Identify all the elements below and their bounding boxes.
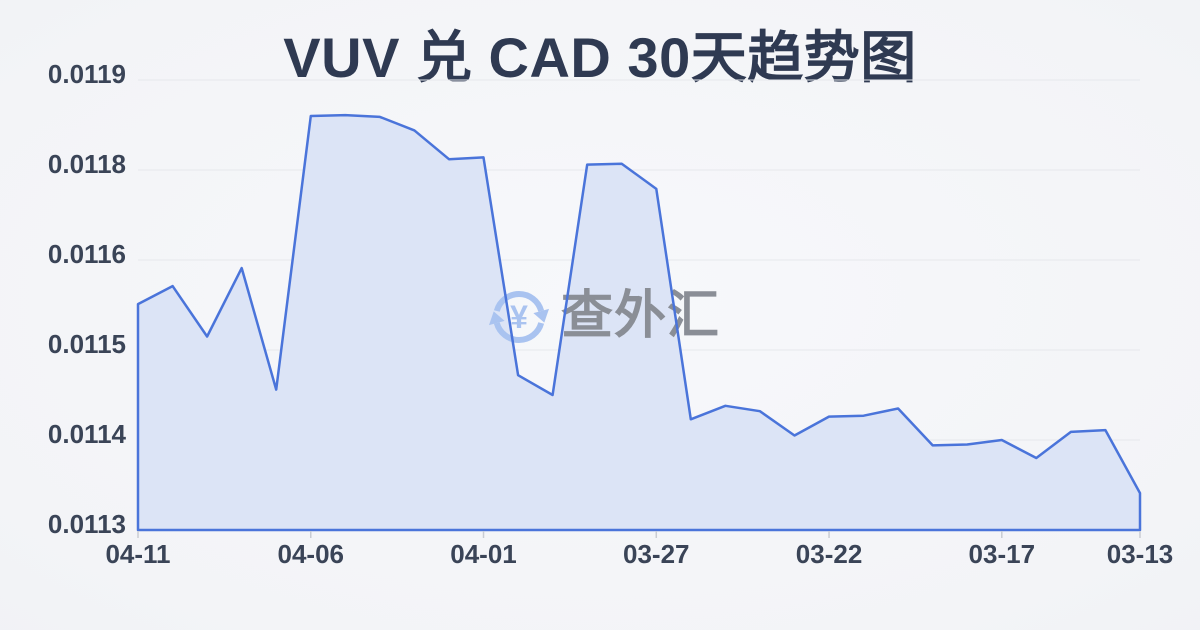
watermark: ¥ 查外汇: [489, 287, 720, 345]
x-tick-label: 03-13: [1107, 539, 1174, 569]
area-series-fill: [138, 115, 1140, 530]
area-series-line: [136, 113, 1142, 532]
watermark-currency-symbol: ¥: [510, 299, 528, 335]
x-tick-label: 04-01: [450, 539, 517, 569]
x-tick-label: 04-06: [278, 539, 345, 569]
x-tick-label: 04-11: [105, 539, 170, 569]
chart-title: VUV 兑 CAD 30天趋势图: [283, 26, 917, 89]
x-tick-label: 03-17: [969, 539, 1036, 569]
watermark-text: 查外汇: [561, 287, 720, 345]
y-tick-label: 0.0118: [48, 149, 126, 179]
y-tick-label: 0.0115: [48, 329, 126, 359]
y-tick-label: 0.0114: [48, 419, 127, 449]
y-tick-label: 0.0113: [48, 509, 126, 539]
currency-exchange-icon: [489, 291, 549, 343]
y-tick-label: 0.0119: [48, 59, 126, 89]
x-tick-label: 03-22: [796, 539, 863, 569]
y-tick-label: 0.0116: [48, 239, 126, 269]
x-tick-label: 03-27: [623, 539, 690, 569]
